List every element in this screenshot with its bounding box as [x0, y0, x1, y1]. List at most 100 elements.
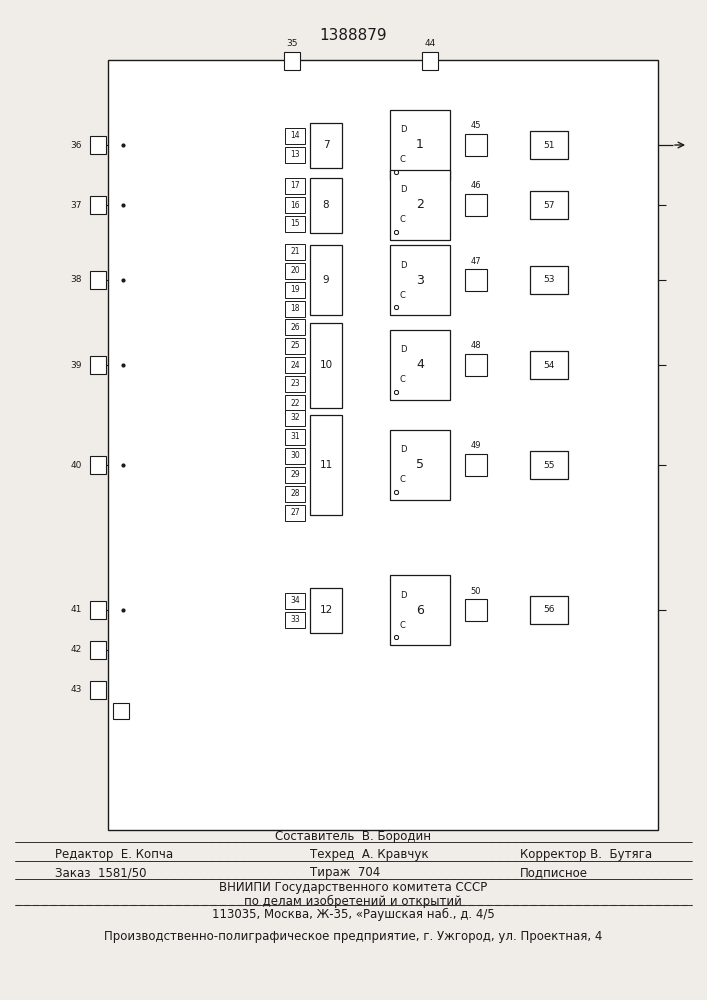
Bar: [90, 356, 106, 374]
Text: 26: 26: [290, 322, 300, 332]
Text: 13: 13: [290, 150, 300, 159]
Bar: [530, 266, 568, 294]
Text: 18: 18: [291, 304, 300, 313]
Text: 19: 19: [290, 285, 300, 294]
Text: по делам изобретений и открытий: по делам изобретений и открытий: [244, 895, 462, 908]
Text: 44: 44: [424, 39, 436, 48]
Text: 10: 10: [320, 360, 332, 370]
Text: 28: 28: [291, 489, 300, 498]
Bar: [530, 191, 568, 219]
Text: 34: 34: [290, 596, 300, 605]
Text: 7: 7: [322, 140, 329, 150]
Bar: [285, 178, 305, 194]
Bar: [530, 131, 568, 159]
Text: 31: 31: [290, 432, 300, 441]
Text: 17: 17: [290, 182, 300, 190]
Bar: [422, 52, 438, 70]
Bar: [310, 178, 342, 232]
Bar: [285, 146, 305, 162]
Bar: [90, 681, 106, 699]
Bar: [90, 641, 106, 659]
Text: 23: 23: [290, 379, 300, 388]
Text: Техред  А. Кравчук: Техред А. Кравчук: [310, 848, 428, 861]
Bar: [530, 596, 568, 624]
Bar: [285, 504, 305, 520]
Bar: [310, 415, 342, 515]
Text: Тираж  704: Тираж 704: [310, 866, 380, 879]
Text: 22: 22: [291, 398, 300, 408]
Text: D: D: [400, 446, 407, 454]
Bar: [285, 197, 305, 213]
Bar: [113, 703, 129, 719]
Text: 29: 29: [290, 470, 300, 479]
Text: D: D: [400, 590, 407, 599]
Bar: [90, 136, 106, 154]
Text: D: D: [400, 346, 407, 355]
Bar: [285, 262, 305, 278]
Bar: [285, 127, 305, 143]
Bar: [285, 448, 305, 464]
Text: D: D: [400, 125, 407, 134]
Text: 47: 47: [471, 256, 481, 265]
Bar: [465, 134, 487, 156]
Bar: [90, 456, 106, 474]
Bar: [285, 243, 305, 259]
Text: Корректор В.  Бутяга: Корректор В. Бутяга: [520, 848, 652, 861]
Text: 12: 12: [320, 605, 332, 615]
Bar: [285, 410, 305, 426]
Bar: [285, 486, 305, 502]
Text: ВНИИПИ Государственного комитета СССР: ВНИИПИ Государственного комитета СССР: [219, 881, 487, 894]
Bar: [285, 592, 305, 608]
Text: Производственно-полиграфическое предприятие, г. Ужгород, ул. Проектная, 4: Производственно-полиграфическое предприя…: [104, 930, 602, 943]
Text: Редактор  Е. Копча: Редактор Е. Копча: [55, 848, 173, 861]
Text: 50: 50: [471, 586, 481, 595]
Bar: [390, 170, 450, 240]
Bar: [530, 351, 568, 379]
Text: 14: 14: [290, 131, 300, 140]
Bar: [285, 357, 305, 373]
Text: 27: 27: [290, 508, 300, 517]
Text: 5: 5: [416, 458, 424, 472]
Bar: [285, 395, 305, 411]
Text: 1: 1: [416, 138, 424, 151]
Text: 2: 2: [416, 198, 424, 212]
Bar: [465, 599, 487, 621]
Bar: [108, 60, 658, 830]
Bar: [285, 300, 305, 316]
Bar: [90, 196, 106, 214]
Bar: [390, 430, 450, 500]
Text: 49: 49: [471, 442, 481, 450]
Bar: [285, 466, 305, 483]
Text: 39: 39: [71, 360, 82, 369]
Text: 57: 57: [543, 200, 555, 210]
Text: Составитель  В. Бородин: Составитель В. Бородин: [275, 830, 431, 843]
Text: D: D: [400, 186, 407, 194]
Text: 6: 6: [416, 603, 424, 616]
Text: 9: 9: [322, 275, 329, 285]
Bar: [465, 269, 487, 291]
Text: C: C: [400, 290, 406, 300]
Bar: [285, 282, 305, 298]
Text: 42: 42: [71, 646, 82, 654]
Text: 37: 37: [71, 200, 82, 210]
Text: Заказ  1581/50: Заказ 1581/50: [55, 866, 146, 879]
Bar: [390, 575, 450, 645]
Text: 3: 3: [416, 273, 424, 286]
Bar: [390, 330, 450, 400]
Text: 20: 20: [290, 266, 300, 275]
Text: 32: 32: [290, 413, 300, 422]
Text: 45: 45: [471, 121, 481, 130]
Text: 30: 30: [290, 451, 300, 460]
Text: 1388879: 1388879: [319, 27, 387, 42]
Text: 11: 11: [320, 460, 332, 470]
Text: 40: 40: [71, 460, 82, 470]
Text: Подписное: Подписное: [520, 866, 588, 879]
Bar: [465, 354, 487, 376]
Text: 53: 53: [543, 275, 555, 284]
Text: 51: 51: [543, 140, 555, 149]
Text: 54: 54: [543, 360, 555, 369]
Text: 15: 15: [290, 220, 300, 229]
Text: 43: 43: [71, 686, 82, 694]
Text: 113035, Москва, Ж-35, «Раушская наб., д. 4/5: 113035, Москва, Ж-35, «Раушская наб., д.…: [211, 908, 494, 921]
Text: 38: 38: [71, 275, 82, 284]
